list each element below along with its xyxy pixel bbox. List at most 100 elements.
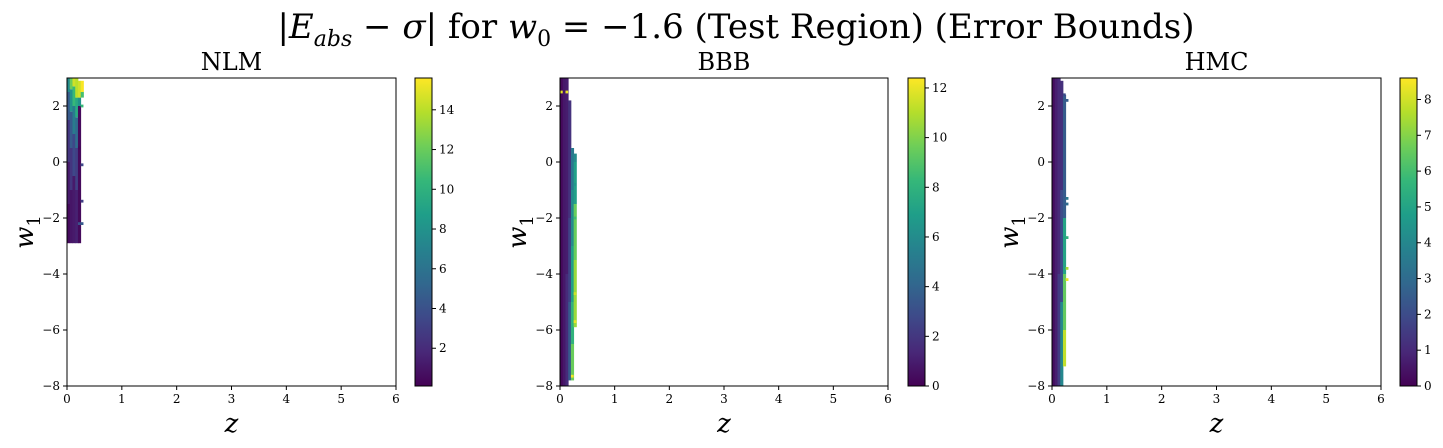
heatmap-cell (69, 111, 73, 148)
colorbar-tick-label: 3 (1424, 272, 1432, 286)
y-tick-label: −2 (42, 211, 60, 225)
heatmap-cell (573, 183, 577, 186)
heatmap-cell (80, 92, 84, 98)
heatmap-cell (570, 190, 575, 246)
panel-title: BBB (698, 48, 751, 76)
heatmap-cell (75, 148, 79, 190)
heatmap-cell (1065, 278, 1069, 281)
heatmap-cell (77, 222, 81, 225)
heatmap-cell (1065, 99, 1069, 102)
x-tick-label: 5 (1322, 392, 1330, 406)
heatmap-cell (72, 134, 76, 176)
y-tick-label: 0 (52, 155, 60, 169)
x-tick-label: 4 (775, 392, 783, 406)
heatmap-cell (80, 163, 84, 167)
colorbar (1400, 78, 1417, 386)
heatmap-cell (568, 218, 572, 302)
heatmap-cell (1065, 197, 1069, 200)
heatmap-cell (560, 90, 563, 94)
heatmap-cell (573, 292, 577, 295)
heatmap-cells (67, 78, 84, 244)
colorbar-tick-label: 1 (1424, 343, 1432, 357)
colorbar-tick-label: 2 (1424, 307, 1432, 321)
heatmap-cell (573, 216, 577, 220)
y-tick-label: 0 (1037, 155, 1045, 169)
y-tick-label: −4 (535, 267, 553, 281)
x-tick-label: 6 (884, 392, 892, 406)
heatmap-cell (67, 120, 71, 162)
y-axis-label: w1 (995, 215, 1030, 249)
x-tick-label: 4 (1268, 392, 1276, 406)
y-tick-label: 2 (545, 99, 553, 113)
x-tick-label: 6 (1377, 392, 1385, 406)
y-axis-label: w1 (503, 215, 538, 249)
heatmap-cell (560, 78, 564, 386)
y-tick-label: −4 (42, 267, 60, 281)
y-tick-label: −4 (1027, 267, 1045, 281)
heatmap-cell (77, 146, 81, 150)
heatmap-cell (562, 78, 566, 386)
colorbar-frame (1399, 77, 1418, 387)
colorbar-tick-label: 12 (932, 81, 947, 95)
colorbar-tick-label: 2 (439, 341, 447, 355)
heatmap-cell (565, 78, 569, 274)
heatmap-cell (80, 222, 84, 225)
y-tick-label: 0 (545, 155, 553, 169)
x-tick-label: 6 (392, 392, 400, 406)
x-tick-label: 1 (611, 392, 619, 406)
heatmap-cell (69, 89, 73, 112)
heatmap-cell (1057, 274, 1061, 386)
heatmap-cell (570, 246, 575, 302)
colorbar-tick-label: 10 (932, 131, 947, 145)
y-tick-label: −6 (1027, 323, 1045, 337)
colorbar-tick-label: 12 (439, 143, 454, 157)
heatmap-cell (75, 97, 79, 118)
x-tick-label: 5 (337, 392, 345, 406)
colorbar-frame (414, 77, 433, 387)
x-tick-label: 4 (283, 392, 291, 406)
x-tick-label: 3 (1213, 392, 1221, 406)
heatmap-cell (570, 344, 575, 381)
heatmap-cell (67, 162, 71, 204)
colorbar-tick-label: 2 (932, 329, 940, 343)
colorbar-tick-label: 4 (439, 302, 447, 316)
y-tick-label: −2 (535, 211, 553, 225)
colorbar-tick-label: 5 (1424, 200, 1432, 214)
heatmap-cell (1057, 78, 1061, 274)
y-tick-label: 2 (1037, 99, 1045, 113)
x-tick-label: 2 (666, 392, 674, 406)
heatmap-cell (570, 302, 575, 344)
x-tick-label: 3 (228, 392, 236, 406)
heatmap-cell (77, 80, 82, 98)
heatmap-cell (69, 148, 73, 190)
heatmap-cell (77, 97, 82, 106)
x-tick-label: 3 (720, 392, 728, 406)
heatmap-cell (1060, 190, 1064, 302)
heatmap-cell (72, 106, 76, 134)
heatmap-cell (67, 204, 71, 244)
heatmap-cell (75, 190, 79, 244)
heatmap-cell (1062, 218, 1067, 274)
heatmap-cell (72, 86, 76, 106)
heatmap-cell (1052, 78, 1056, 386)
colorbar-tick-label: 10 (439, 182, 454, 196)
heatmap-cell (1054, 78, 1058, 386)
heatmap-cell (1065, 267, 1069, 270)
x-axis-label: z (716, 409, 731, 439)
colorbar (908, 78, 925, 386)
panel-hmc: 0 1 2 3 4 5 6 −8 −6 −4 −2 0 2 HMC z w1 0 1 2 3 4 5 6 7 8 (995, 48, 1432, 439)
heatmap-cell (1065, 202, 1069, 206)
heatmap-cell (1062, 330, 1067, 367)
heatmap-cell (80, 80, 84, 92)
colorbar-tick-label: 6 (439, 262, 447, 276)
x-tick-label: 5 (830, 392, 838, 406)
heatmap-cell (72, 78, 76, 87)
heatmap-cell (568, 100, 572, 218)
colorbar-tick-label: 4 (1424, 236, 1432, 250)
heatmap-cell (80, 199, 84, 203)
colorbar-tick-label: 0 (1424, 379, 1432, 393)
heatmap-cell (75, 117, 79, 148)
